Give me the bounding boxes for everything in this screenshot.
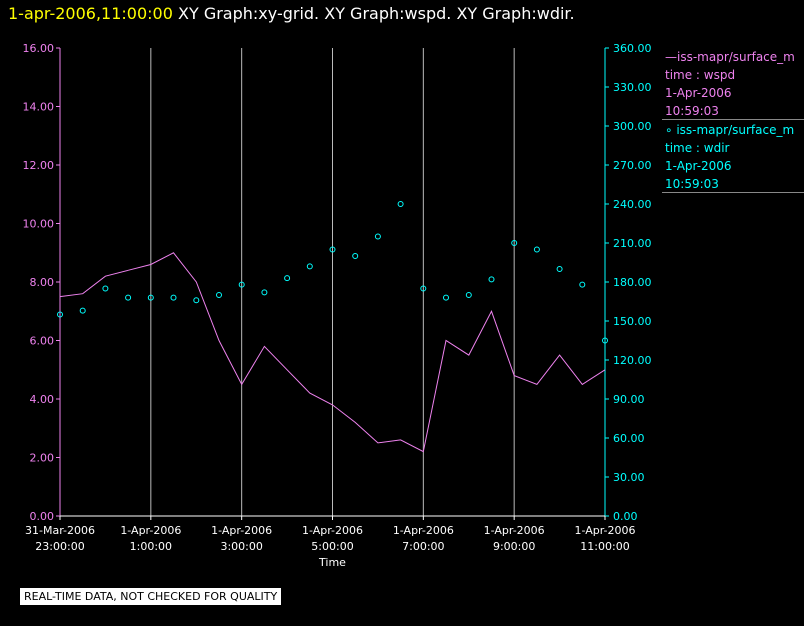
y-right-tick-label: 120.00	[613, 354, 652, 367]
legend-wspd-date: 1-Apr-2006	[665, 86, 732, 100]
data-point-wdir	[556, 266, 563, 272]
y-left-tick-label: 4.00	[30, 393, 55, 406]
y-right-tick-label: 210.00	[613, 237, 652, 250]
timestamp: 1-apr-2006,11:00:00	[8, 4, 173, 23]
data-point-wdir	[125, 294, 132, 301]
window-header: 1-apr-2006,11:00:00 XY Graph:xy-grid. XY…	[8, 4, 575, 23]
y-left-tick-label: 10.00	[23, 218, 55, 231]
y-right-tick-label: 300.00	[613, 120, 652, 133]
data-point-wdir	[602, 337, 608, 344]
data-point-wdir	[102, 285, 109, 292]
legend-wspd-variable: time : wspd	[665, 68, 736, 82]
data-point-wdir	[193, 297, 200, 304]
data-point-wdir	[352, 253, 359, 259]
graph-title-wdir: XY Graph:wdir.	[456, 4, 575, 23]
x-tick-label-date: 1-Apr-2006	[120, 524, 181, 537]
legend-wspd-time: 10:59:03	[665, 104, 719, 118]
data-point-wdir	[420, 285, 427, 292]
graph-title-wspd: XY Graph:wspd.	[324, 4, 452, 23]
x-tick-label-date: 1-Apr-2006	[574, 524, 635, 537]
x-tick-label-date: 1-Apr-2006	[484, 524, 545, 537]
data-point-wdir	[261, 289, 268, 296]
legend-divider	[662, 119, 804, 120]
y-left-tick-label: 2.00	[30, 452, 55, 465]
legend-wdir-date: 1-Apr-2006	[665, 159, 732, 173]
x-tick-label-time: 7:00:00	[402, 540, 444, 553]
y-right-tick-label: 60.00	[613, 432, 645, 445]
data-point-wdir	[579, 281, 586, 288]
data-point-wdir	[443, 294, 449, 301]
y-left-tick-label: 6.00	[30, 335, 55, 348]
x-tick-label-time: 1:00:00	[130, 540, 172, 553]
data-point-wdir	[238, 281, 245, 288]
y-left-tick-label: 0.00	[30, 510, 55, 523]
data-point-wdir	[79, 307, 86, 314]
y-left-tick-label: 16.00	[23, 42, 55, 55]
x-axis-label: Time	[318, 556, 346, 569]
x-tick-label-time: 5:00:00	[311, 540, 353, 553]
data-point-wdir	[488, 276, 495, 283]
data-point-wdir	[374, 233, 381, 240]
quality-disclaimer: REAL-TIME DATA, NOT CHECKED FOR QUALITY	[20, 588, 282, 605]
data-point-wdir	[511, 240, 518, 246]
y-right-tick-label: 330.00	[613, 81, 652, 94]
x-tick-label-date: 31-Mar-2006	[25, 524, 95, 537]
y-left-tick-label: 14.00	[23, 101, 55, 114]
data-point-wdir	[306, 263, 313, 270]
x-tick-label-date: 1-Apr-2006	[393, 524, 454, 537]
y-right-tick-label: 150.00	[613, 315, 652, 328]
y-right-tick-label: 240.00	[613, 198, 652, 211]
legend-wdir: ∘ iss-mapr/surface_m time : wdir 1-Apr-2…	[665, 121, 804, 193]
data-point-wdir	[216, 292, 222, 298]
x-tick-label-time: 11:00:00	[580, 540, 629, 553]
data-point-wdir	[284, 275, 291, 282]
legend-wdir-variable: time : wdir	[665, 141, 730, 155]
legend-wspd-series: —iss-mapr/surface_m	[665, 50, 795, 64]
x-tick-label-date: 1-Apr-2006	[302, 524, 363, 537]
x-tick-label-time: 9:00:00	[493, 540, 535, 553]
data-point-wdir	[329, 246, 336, 253]
y-right-tick-label: 0.00	[613, 510, 638, 523]
x-tick-label-date: 1-Apr-2006	[211, 524, 272, 537]
data-point-wdir	[533, 246, 540, 253]
data-point-wdir	[465, 292, 472, 298]
data-point-wdir	[57, 311, 63, 318]
data-point-wdir	[147, 294, 154, 301]
x-tick-label-time: 3:00:00	[220, 540, 262, 553]
data-point-wdir	[397, 201, 404, 207]
y-left-tick-label: 8.00	[30, 276, 55, 289]
graph-title-grid: XY Graph:xy-grid.	[178, 4, 320, 23]
y-right-tick-label: 360.00	[613, 42, 652, 55]
y-right-tick-label: 180.00	[613, 276, 652, 289]
y-right-tick-label: 90.00	[613, 393, 645, 406]
x-tick-label-time: 23:00:00	[35, 540, 84, 553]
legend-wspd: —iss-mapr/surface_m time : wspd 1-Apr-20…	[665, 48, 804, 120]
y-left-tick-label: 12.00	[23, 159, 55, 172]
y-right-tick-label: 270.00	[613, 159, 652, 172]
legend-wdir-time: 10:59:03	[665, 177, 719, 191]
y-right-tick-label: 30.00	[613, 471, 645, 484]
legend-divider	[662, 192, 804, 193]
legend-wdir-series: ∘ iss-mapr/surface_m	[665, 123, 795, 137]
series-line-wspd	[59, 252, 606, 453]
data-point-wdir	[170, 294, 177, 301]
